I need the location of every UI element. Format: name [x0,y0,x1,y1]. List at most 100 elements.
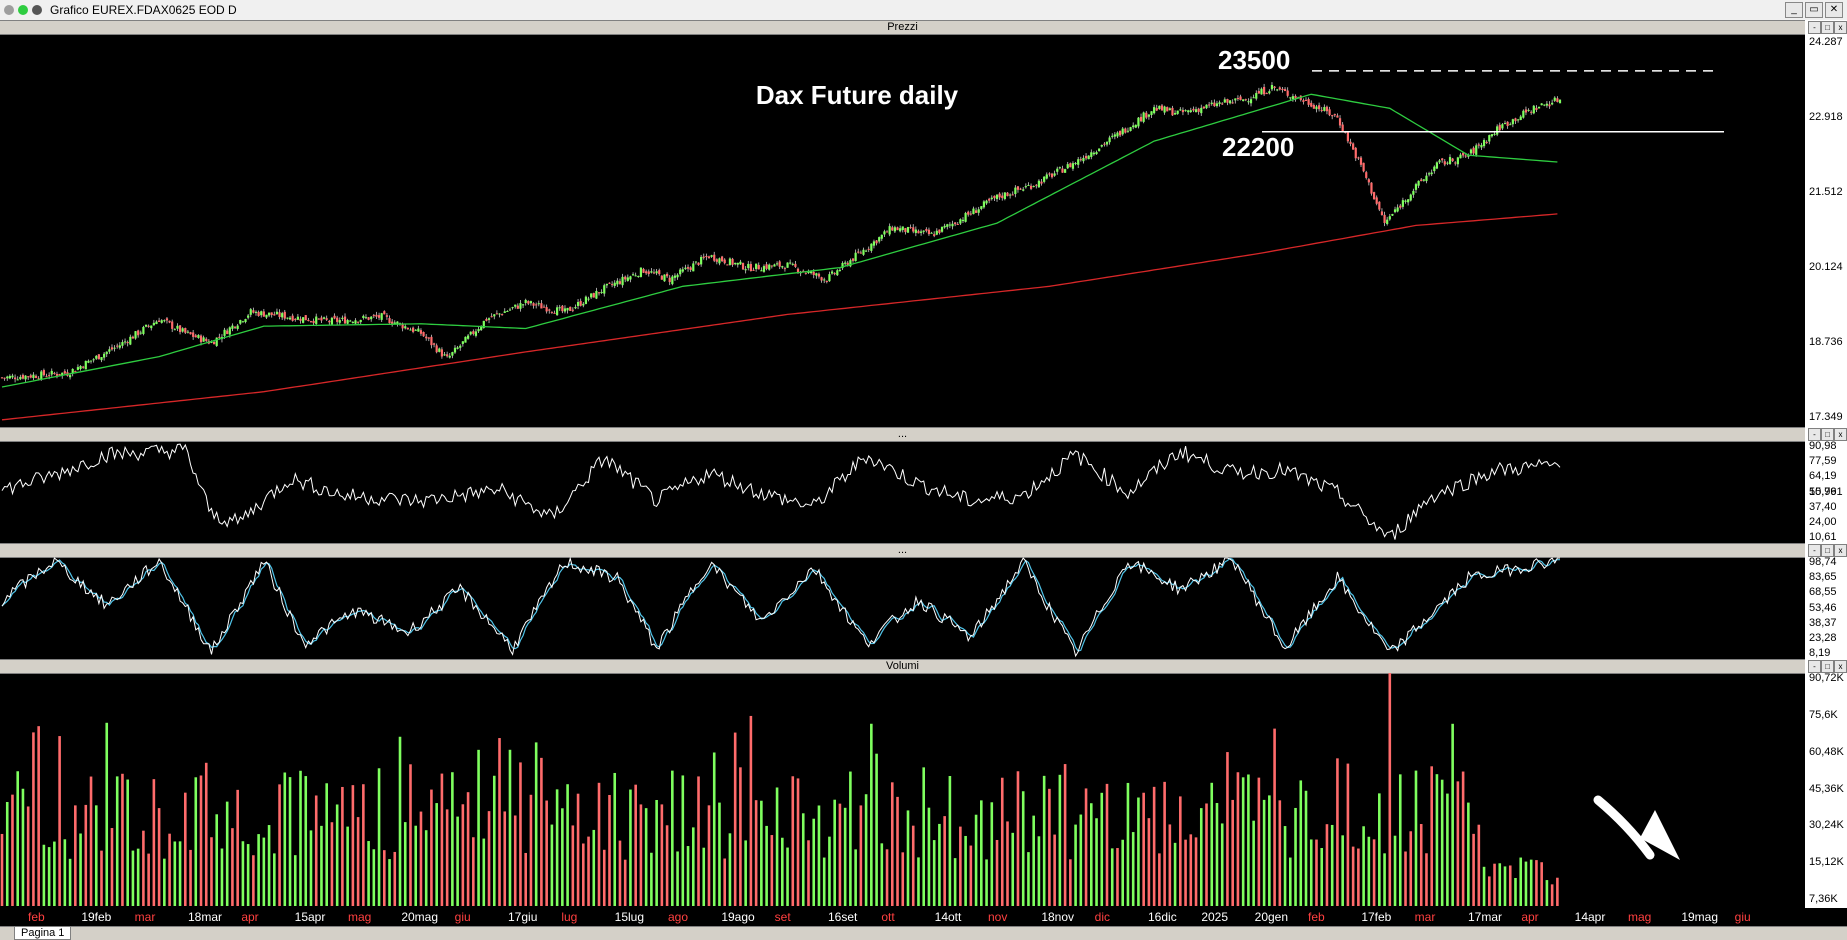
candle-body [859,252,862,254]
window-titlebar: Grafico EUREX.FDAX0625 EOD D _ ▭ ✕ [0,0,1847,21]
candle-body [103,353,106,358]
volume-bar [1508,865,1512,906]
candle-body [1354,147,1357,159]
candle-body [1304,99,1308,101]
y-tick-label: 7,36K [1809,893,1838,905]
restore-button[interactable]: ▭ [1805,2,1823,18]
candle-body [299,318,302,321]
candle-body [697,262,700,266]
candle-body [1312,104,1315,109]
y-tick-label: 45,36K [1809,782,1844,795]
panel-close-icon[interactable]: x [1834,544,1847,557]
candle-body [587,298,590,300]
candle-body [126,341,129,344]
candle-body [841,262,844,269]
volume-bar [5,801,9,906]
volume-bar [1351,846,1355,906]
candle-body [542,306,546,308]
volume-bar [1032,815,1035,906]
candle-body [655,271,658,274]
panel-close-icon[interactable]: x [1834,660,1847,673]
panel-minimize-icon[interactable]: - [1808,428,1821,441]
support-label-22200: 22200 [1222,132,1294,162]
candle-body [990,197,993,200]
volume-bar [917,857,920,906]
panel-minimize-icon[interactable]: - [1808,21,1821,34]
candle-body [710,255,713,257]
volume-bar [969,845,973,906]
candle-body [857,251,860,253]
volume-bar [948,776,952,906]
volume-bar [566,784,569,906]
volume-bar [456,816,459,906]
candle-body [312,320,315,324]
volume-bar [671,770,674,906]
volume-bar [896,796,899,906]
close-dot-icon[interactable] [4,5,14,15]
candle-body [315,316,318,324]
candle-body [1058,167,1061,169]
volume-bar [273,853,276,906]
candle-body [1231,102,1234,104]
candle-body [317,318,320,320]
y-tick-label: 38,37 [1809,616,1837,629]
panel-minimize-icon[interactable]: - [1808,544,1821,557]
panel-maximize-icon[interactable]: □ [1821,428,1834,441]
volume-bar [330,822,334,906]
volume-bar [1288,857,1292,906]
page-tab[interactable]: Pagina 1 [14,926,72,940]
y-tick-label: 24.287 [1809,36,1843,48]
time-axis: feb 19feb mar 18mar apr 15apr mag 20mag giu 17giu… [0,908,1805,926]
maximize-dot-icon[interactable] [18,5,28,15]
candle-body [472,331,475,334]
panel-close-icon[interactable]: x [1834,21,1847,34]
volume-bar [1152,786,1156,906]
volume-bar [126,779,129,906]
minimize-button[interactable]: _ [1785,2,1803,18]
candle-body [1433,166,1436,172]
candle-body [967,211,970,215]
panel-maximize-icon[interactable]: □ [1821,21,1834,34]
volume-bar [47,847,51,906]
candle-body [1372,192,1376,200]
panel-maximize-icon[interactable]: □ [1821,660,1834,673]
candle-body [82,366,85,368]
volume-bar [84,804,88,906]
panel-minimize-icon[interactable]: - [1808,660,1821,673]
candle-body [1441,158,1444,161]
candle-body [1105,141,1109,145]
y-tick-label: 15.961 [1809,486,1843,498]
candle-body [1506,121,1509,126]
candle-body [1519,116,1522,120]
chart-canvas[interactable]: Dax Future daily 23500 22200 [0,0,1805,908]
candle-body [1391,213,1394,216]
volume-bar [1074,824,1077,906]
candle-body [744,269,747,271]
close-button[interactable]: ✕ [1825,2,1843,18]
window-buttons: _ ▭ ✕ [1785,2,1843,18]
volume-bar [602,849,606,906]
volume-bar [210,837,213,906]
panel-maximize-icon[interactable]: □ [1821,544,1834,557]
volume-bar [519,762,522,906]
candle-body [1307,99,1310,105]
candle-body [1234,98,1237,101]
volume-bar [1058,774,1062,906]
candle-body [1163,106,1166,113]
x-tick-label: mag [348,910,372,924]
osc2-axis [1805,543,1847,659]
volume-bar [1147,818,1151,906]
minimize-dot-icon[interactable] [32,5,42,15]
candle-body [561,305,564,312]
volume-bar [1000,777,1004,906]
volume-bar [854,849,857,906]
volume-bar [1325,824,1329,906]
moving-average-line [1,213,1558,421]
candle-body [1263,86,1266,95]
volume-bar [618,840,622,906]
candle-body [354,320,357,324]
volume-bar [1299,780,1303,906]
volume-bar [1383,853,1386,906]
volume-bar [257,834,260,906]
candle-body [914,229,917,233]
